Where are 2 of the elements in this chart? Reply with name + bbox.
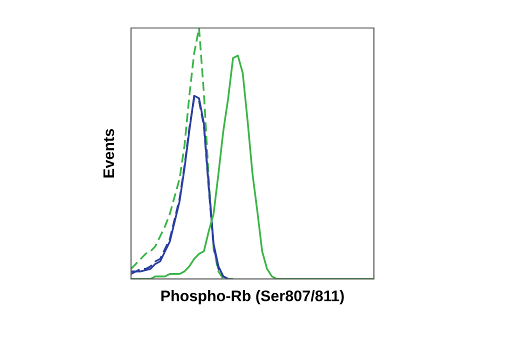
y-axis-title: Events [103,129,114,178]
x-axis-title: Phospho-Rb (Ser807/811) [161,290,344,304]
